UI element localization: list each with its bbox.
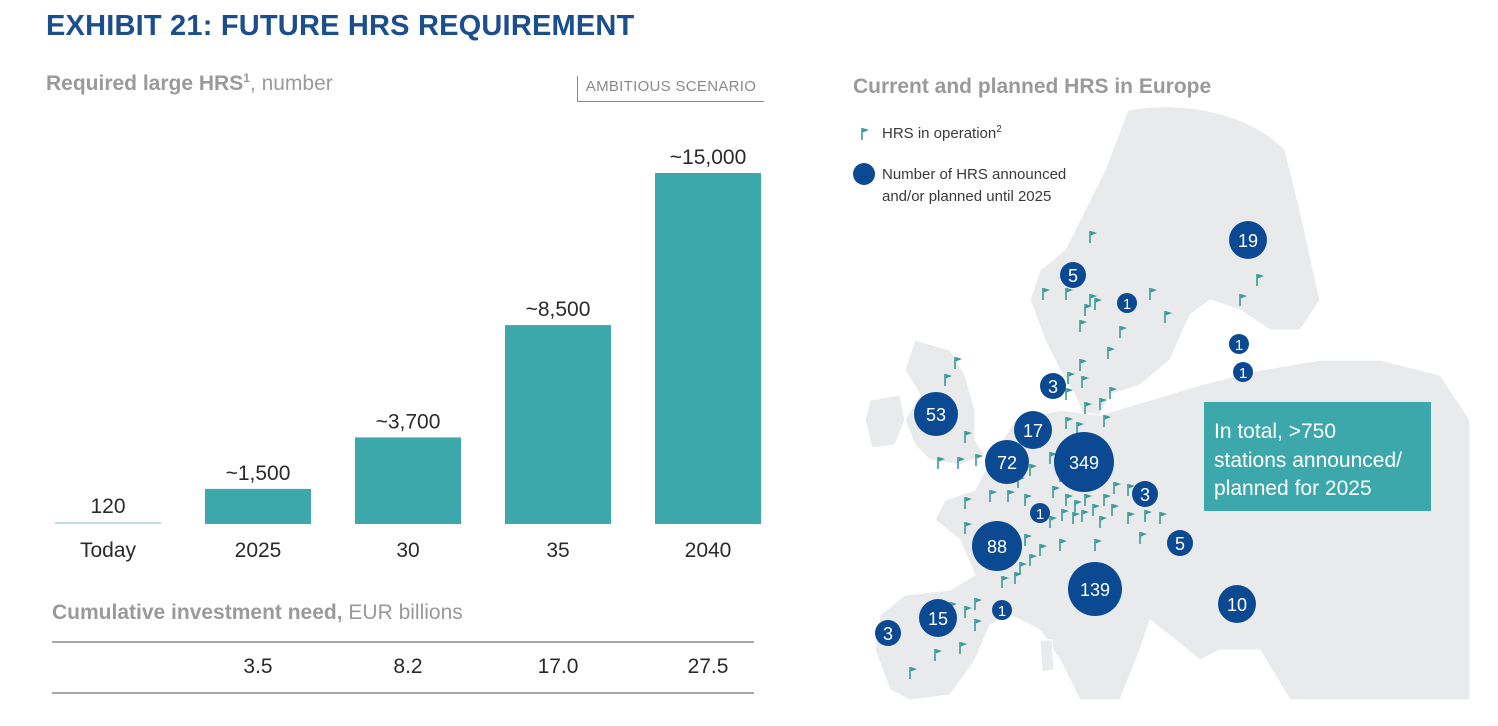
- investment-value-2025: 3.5: [243, 655, 273, 678]
- category-label-2: 30: [396, 539, 419, 562]
- bubble-estonia-label: 1: [1235, 337, 1243, 354]
- bubble-sweden-label: 1: [1123, 296, 1131, 313]
- bubble-germany: [1054, 432, 1114, 492]
- bubble-finland: [1229, 221, 1267, 259]
- investment-value-2035: 17.0: [537, 655, 579, 678]
- bubble-spain-east-label: 1: [998, 603, 1006, 620]
- bubble-estonia: [1229, 334, 1249, 354]
- bubble-netherlands-label: 17: [1023, 421, 1043, 441]
- bubble-switzerland-label: 1: [1036, 506, 1044, 523]
- investment-bottom-rule: [52, 692, 754, 694]
- hrs-planned-bubbles: 5 1 19 1 1 3 53 17 72 349 3 1 88 5 139 1…: [875, 221, 1267, 646]
- bubble-france-label: 88: [987, 537, 1007, 557]
- scenario-badge: AMBITIOUS SCENARIO: [577, 76, 764, 102]
- bubble-hungary-label: 5: [1175, 534, 1185, 554]
- total-callout-box: [1204, 402, 1431, 511]
- investment-title-unit: EUR billions: [342, 601, 463, 624]
- bubble-finland-label: 19: [1238, 231, 1258, 251]
- total-callout-line1: In total, >750: [1214, 420, 1336, 443]
- chart-title-footnote: 1: [243, 71, 250, 85]
- investment-value-2030: 8.2: [393, 655, 423, 678]
- europe-map: Current and planned HRS in Europe HRS in…: [853, 75, 1470, 701]
- chart-title-bold: Required large HRS: [46, 72, 244, 95]
- bar-2040: [655, 173, 761, 524]
- investment-top-rule: [52, 641, 754, 643]
- bubble-portugal-label: 3: [883, 624, 893, 644]
- bubble-spain-east: [992, 600, 1012, 620]
- total-callout-line2: stations announced/: [1214, 449, 1402, 472]
- bubble-uk-label: 53: [926, 405, 946, 425]
- bubble-romania-label: 10: [1227, 595, 1247, 615]
- legend-planned-line1: Number of HRS announced: [882, 166, 1066, 183]
- bar-value-label-0: 120: [90, 495, 125, 518]
- total-callout-line3: planned for 2025: [1214, 477, 1372, 500]
- bubble-france: [972, 521, 1022, 571]
- chart-title: Required large HRS1, number: [46, 72, 333, 96]
- category-label-1: 2025: [235, 539, 282, 562]
- bar-35: [505, 325, 611, 524]
- bar-chart: 120 Today ~1,500 2025 ~3,700 30 ~8,500 35 ~15,00…: [55, 146, 761, 562]
- map-title: Current and planned HRS in Europe: [853, 75, 1211, 98]
- legend-planned-line2: and/or planned until 2025: [882, 188, 1051, 205]
- bubble-uk: [914, 392, 958, 436]
- bubble-italy: [1068, 562, 1122, 616]
- bar-value-label-1: ~1,500: [226, 462, 291, 485]
- exhibit-title: EXHIBIT 21: FUTURE HRS REQUIREMENT: [46, 10, 635, 42]
- bubble-norway: [1060, 262, 1086, 288]
- bubble-spain-label: 15: [928, 609, 948, 629]
- sardinia-shape: [1039, 639, 1055, 673]
- bubble-netherlands: [1014, 411, 1052, 449]
- bubble-sweden: [1117, 293, 1137, 313]
- ireland-shape: [864, 394, 906, 449]
- bubble-norway-label: 5: [1068, 266, 1078, 286]
- bubble-portugal: [875, 620, 901, 646]
- bubble-latvia-label: 1: [1239, 365, 1247, 382]
- category-label-0: Today: [80, 539, 137, 562]
- bar-value-label-3: ~8,500: [526, 298, 591, 321]
- bubble-belgium: [985, 440, 1029, 484]
- bar-today: [55, 522, 161, 524]
- bubble-italy-label: 139: [1080, 580, 1110, 600]
- bubble-belgium-label: 72: [997, 453, 1017, 473]
- legend-bubble-icon: [853, 163, 875, 185]
- category-label-4: 2040: [685, 539, 732, 562]
- category-label-3: 35: [546, 539, 569, 562]
- bubble-denmark-label: 3: [1048, 377, 1058, 397]
- legend-operation-label: HRS in operation2: [882, 124, 1002, 142]
- bubble-czech: [1132, 481, 1158, 507]
- bubble-romania: [1218, 585, 1256, 623]
- bubble-germany-label: 349: [1069, 453, 1099, 473]
- legend-flag-icon: [861, 128, 869, 140]
- bar-value-label-2: ~3,700: [376, 410, 441, 433]
- investment-value-2040: 27.5: [687, 655, 729, 678]
- bar-2025: [205, 488, 311, 524]
- bubble-switzerland: [1030, 503, 1050, 523]
- investment-title-bold: Cumulative investment need,: [52, 601, 343, 624]
- investment-title: Cumulative investment need, EUR billions: [52, 601, 463, 625]
- scandinavia-shape: [1029, 106, 1321, 426]
- bar-value-label-4: ~15,000: [670, 146, 747, 169]
- bubble-denmark: [1040, 373, 1066, 399]
- bubble-spain: [919, 599, 957, 637]
- bubble-hungary: [1167, 530, 1193, 556]
- bubble-czech-label: 3: [1140, 485, 1150, 505]
- bar-30: [355, 437, 461, 524]
- chart-title-unit: , number: [249, 72, 333, 95]
- bubble-latvia: [1233, 362, 1253, 382]
